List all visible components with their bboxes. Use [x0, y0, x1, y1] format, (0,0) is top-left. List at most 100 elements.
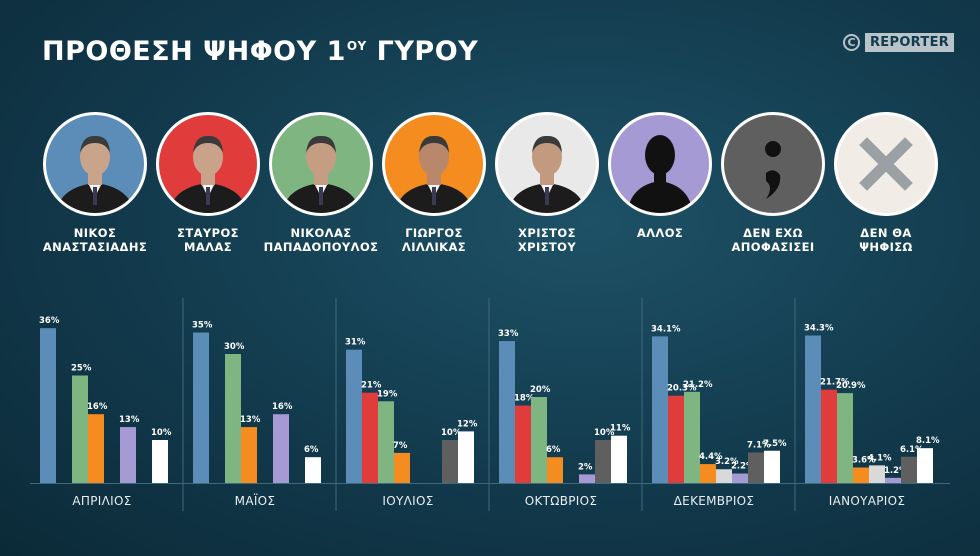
- bar: [72, 375, 88, 483]
- semicolon-icon: [721, 112, 825, 216]
- bar: [684, 391, 700, 483]
- bar: [531, 397, 547, 483]
- bar: [225, 354, 241, 483]
- bar: [442, 440, 458, 483]
- data-label: 8.1%: [916, 436, 940, 446]
- data-label: 16%: [87, 402, 108, 412]
- data-label: 10%: [594, 428, 615, 438]
- data-label: 2%: [578, 462, 593, 472]
- bar: [837, 393, 853, 483]
- data-label: 21%: [361, 381, 382, 391]
- bar: [193, 332, 209, 483]
- candidate-card: ΝΙΚΟΛΑΣ ΠΑΠΑΔΟΠΟΥΛΟΣ: [256, 112, 386, 254]
- data-label: 19%: [377, 389, 398, 399]
- candidate-name: ΣΤΑΥΡΟΣ ΜΑΛΑΣ: [177, 226, 239, 254]
- bar: [595, 440, 611, 483]
- title-main: ΠΡΟΘΕΣΗ ΨΗΦΟΥ 1: [42, 36, 346, 67]
- candidate-name: ΔΕΝ ΘΑ ΨΗΦΙΣΩ: [859, 226, 913, 254]
- data-label: 4.1%: [868, 453, 892, 463]
- data-label: 7%: [393, 441, 408, 451]
- bar: [668, 395, 684, 483]
- page-title: ΠΡΟΘΕΣΗ ΨΗΦΟΥ 1ΟΥ ΓΥΡΟΥ: [42, 36, 478, 67]
- data-label: 20%: [530, 385, 551, 395]
- month-label: ΜΑΪΟΣ: [235, 493, 276, 508]
- bar: [458, 431, 474, 483]
- month-label: ΟΚΤΩΒΡΙΟΣ: [525, 494, 598, 508]
- bar: [805, 335, 821, 483]
- bar: [700, 464, 716, 483]
- candidate-name: ΔΕΝ ΕΧΩ ΑΠΟΦΑΣΙΣΕΙ: [731, 226, 815, 254]
- brand-logo: C REPORTER: [843, 33, 955, 52]
- data-label: 10%: [441, 428, 462, 438]
- data-label: 3.6%: [852, 456, 876, 466]
- bar: [748, 452, 764, 483]
- bar: [362, 392, 378, 483]
- data-label: 30%: [224, 342, 245, 352]
- data-label: 6%: [304, 445, 319, 455]
- data-label: 1.2%: [884, 466, 908, 476]
- candidate-photo: [269, 112, 373, 216]
- data-label: 18%: [514, 394, 535, 404]
- bar: [88, 414, 104, 483]
- month-label: ΔΕΚΕΜΒΡΙΟΣ: [674, 494, 755, 508]
- bar: [152, 440, 168, 483]
- bar: [40, 328, 56, 483]
- bar: [515, 405, 531, 483]
- data-label: 34.1%: [651, 324, 681, 334]
- candidate-card: ΣΤΑΥΡΟΣ ΜΑΛΑΣ: [143, 112, 273, 254]
- bar: [716, 469, 732, 483]
- bar: [853, 467, 869, 483]
- bar: [378, 401, 394, 483]
- candidate-card: ΓΙΩΡΓΟΣ ΛΙΛΛΙΚΑΣ: [369, 112, 499, 254]
- data-label: 12%: [457, 419, 478, 429]
- bar: [346, 349, 362, 483]
- data-label: 33%: [498, 329, 519, 339]
- bar: [579, 474, 595, 483]
- data-label: 35%: [192, 321, 213, 331]
- bar: [901, 456, 917, 483]
- data-label: 7.5%: [763, 439, 787, 449]
- data-label: 3.2%: [715, 457, 739, 467]
- month-label: ΙΑΝΟΥΑΡΙΟΣ: [829, 494, 906, 508]
- title-tail: ΓΥΡΟΥ: [366, 36, 479, 67]
- bar: [273, 414, 289, 483]
- data-label: 6%: [546, 445, 561, 455]
- data-label: 21.7%: [820, 378, 850, 388]
- bar: [120, 427, 136, 483]
- bar: [547, 457, 563, 483]
- bar: [869, 465, 885, 483]
- data-label: 13%: [119, 415, 140, 425]
- data-label: 7.1%: [747, 440, 771, 450]
- bar: [652, 336, 668, 483]
- bar-chart: ΑΠΡΙΛΙΟΣ 36% 25% 16% 13% 10% ΜΑΪΟΣ 35% 30% 13% 16%…: [30, 298, 950, 511]
- brand-name: REPORTER: [865, 33, 955, 52]
- data-label: 13%: [240, 415, 261, 425]
- month-label: ΙΟΥΛΙΟΣ: [382, 494, 433, 508]
- candidate-name: ΓΙΩΡΓΟΣ ΛΙΛΛΙΚΑΣ: [401, 226, 467, 254]
- candidate-photo: [43, 112, 147, 216]
- data-label: 34.3%: [804, 324, 834, 334]
- bar: [241, 427, 257, 483]
- cross-icon: [834, 112, 938, 216]
- data-label: 16%: [272, 402, 293, 412]
- candidate-photo: [495, 112, 599, 216]
- candidate-photo: [382, 112, 486, 216]
- bar: [611, 435, 627, 483]
- data-label: 20.3%: [667, 384, 697, 394]
- bar: [305, 457, 321, 483]
- candidate-card: ΑΛΛΟΣ: [595, 112, 725, 240]
- bar: [821, 389, 837, 483]
- data-label: 11%: [610, 424, 631, 434]
- candidate-photo: [156, 112, 260, 216]
- data-label: 25%: [71, 364, 92, 374]
- bar: [917, 448, 933, 483]
- title-superscript: ΟΥ: [346, 39, 367, 53]
- bar: [732, 473, 748, 483]
- silhouette-icon: [608, 112, 712, 216]
- data-label: 31%: [345, 338, 366, 348]
- candidate-card: ΔΕΝ ΕΧΩ ΑΠΟΦΑΣΙΣΕΙ: [708, 112, 838, 254]
- data-label: 6.1%: [900, 445, 924, 455]
- bar: [499, 341, 515, 483]
- candidate-name: ΧΡΙΣΤΟΣ ΧΡΙΣΤΟΥ: [517, 226, 577, 254]
- data-label: 21.2%: [683, 380, 713, 390]
